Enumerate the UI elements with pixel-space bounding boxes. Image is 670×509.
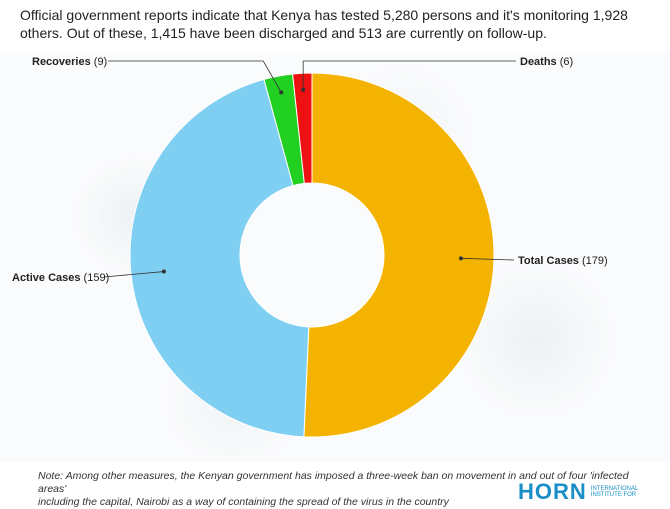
callout-line	[103, 271, 164, 278]
logo: HORN INTERNATIONAL INSTITUTE FOR	[518, 479, 641, 504]
slice-active-cases[interactable]	[129, 78, 310, 438]
callout-label: Deaths (6)	[520, 56, 573, 68]
callout-label-value: (6)	[557, 56, 574, 68]
callout-line	[302, 60, 516, 90]
footnote-line-1: Note: Among other measures, the Kenyan g…	[38, 470, 629, 495]
slice-deaths[interactable]	[292, 72, 313, 184]
callout-label: Recoveries (9)	[32, 56, 107, 68]
logo-mark: HORN	[518, 479, 587, 504]
page-title: Official government reports indicate tha…	[20, 7, 628, 41]
callout-label-value: (9)	[91, 56, 108, 68]
callout-label-name: Recoveries	[32, 56, 91, 68]
logo-subtitle: INTERNATIONAL INSTITUTE FOR	[590, 486, 639, 498]
callout-label: Total Cases (179)	[518, 255, 608, 267]
slice-total-cases[interactable]	[303, 72, 495, 438]
callout-label-value: (179)	[579, 255, 608, 267]
donut-chart: Total Cases (179) Active Cases (159) Recov…	[12, 56, 608, 438]
callout-line	[460, 257, 515, 261]
callout-label-value: (159)	[81, 272, 110, 284]
callout-label: Active Cases (159)	[12, 272, 109, 284]
callout-line	[108, 60, 282, 93]
callout-label-name: Total Cases	[518, 255, 579, 267]
callout-label-name: Active Cases	[12, 272, 81, 284]
callout-label-name: Deaths	[520, 56, 557, 68]
